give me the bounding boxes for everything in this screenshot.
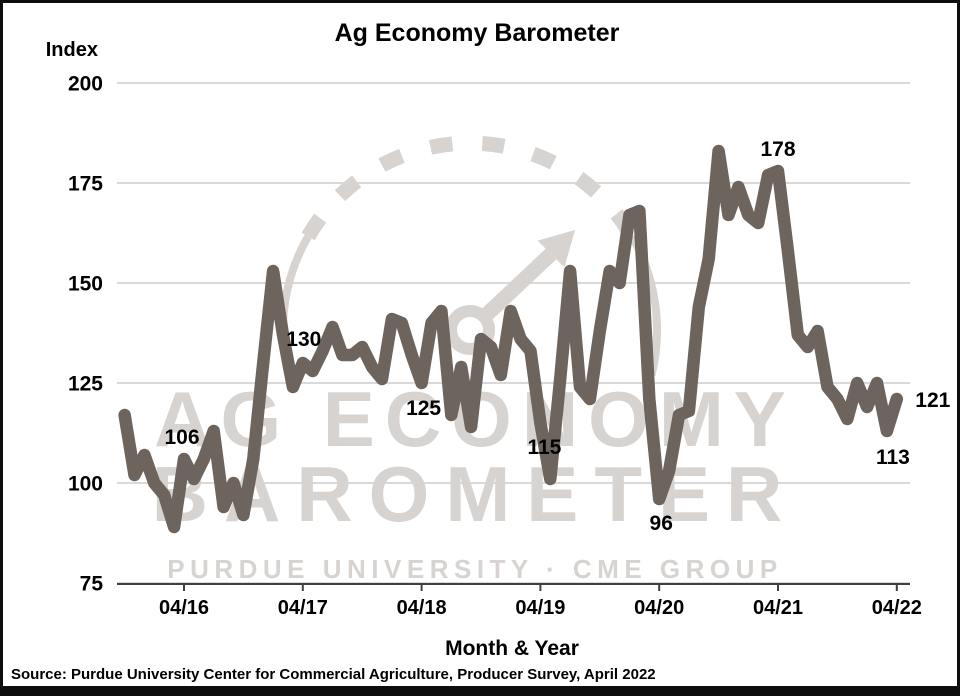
gauge-hub-icon bbox=[445, 305, 495, 355]
gauge-dashed-arc-icon bbox=[301, 135, 639, 241]
bottom-bar bbox=[3, 686, 957, 693]
gauge-needle-head-icon bbox=[537, 230, 575, 268]
y-tick-label: 200 bbox=[68, 73, 103, 96]
x-tick-label: 04/16 bbox=[159, 597, 209, 619]
chart-svg: Ag Economy Barometer Index 2001751501251… bbox=[46, 19, 951, 660]
source-note: Source: Purdue University Center for Com… bbox=[11, 666, 656, 683]
data-point-label: 130 bbox=[286, 328, 321, 351]
x-tick-label: 04/20 bbox=[634, 597, 684, 619]
x-tick-label: 04/18 bbox=[397, 597, 447, 619]
data-point-label: 115 bbox=[527, 436, 561, 459]
x-axis-title: Month & Year bbox=[445, 637, 579, 660]
barometer-series-line bbox=[118, 144, 904, 534]
y-axis-label: Index bbox=[46, 39, 98, 61]
y-tick-label: 75 bbox=[80, 573, 104, 596]
x-tick-label: 04/22 bbox=[872, 597, 922, 619]
data-point-labels: 106 130 125 115 96 178 113 121 bbox=[164, 138, 950, 535]
watermark-line3: PURDUE UNIVERSITY · CME GROUP bbox=[167, 554, 783, 584]
x-tick-labels: 04/16 04/17 04/18 04/19 04/20 04/21 04/22 bbox=[159, 597, 922, 619]
data-point-label: 113 bbox=[876, 446, 910, 469]
gauge-needle-icon bbox=[477, 248, 557, 324]
data-point-label: 121 bbox=[915, 389, 950, 412]
x-tick-label: 04/21 bbox=[753, 597, 803, 619]
y-tick-labels: 200 175 150 125 100 75 bbox=[68, 73, 103, 596]
data-point-label: 106 bbox=[164, 426, 199, 449]
data-point-label: 125 bbox=[406, 397, 441, 420]
y-tick-label: 150 bbox=[68, 273, 103, 296]
x-tick-label: 04/17 bbox=[278, 597, 328, 619]
data-point-label: 178 bbox=[760, 138, 795, 161]
chart-title: Ag Economy Barometer bbox=[335, 19, 620, 47]
x-tick-label: 04/19 bbox=[515, 597, 565, 619]
x-ticks bbox=[183, 584, 898, 591]
y-tick-label: 125 bbox=[68, 373, 103, 396]
data-point-label: 96 bbox=[650, 512, 673, 535]
y-tick-label: 100 bbox=[68, 473, 103, 496]
y-tick-label: 175 bbox=[68, 173, 103, 196]
